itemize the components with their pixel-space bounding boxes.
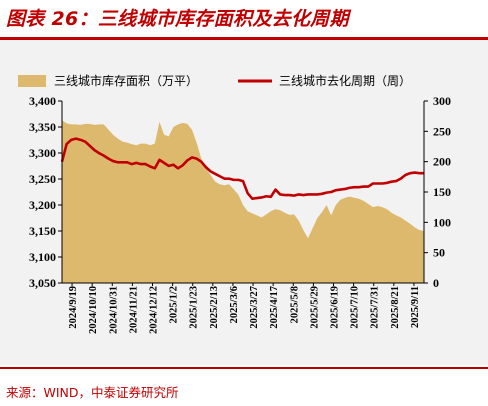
x-tick-label: 2024/10/10: [88, 286, 99, 334]
x-tick-label: 2025/1/23: [189, 286, 200, 329]
x-tick-label: 2025/6/19: [330, 286, 341, 329]
inventory-area: [62, 120, 424, 284]
left-tick-label: 3,350: [29, 120, 56, 134]
title-divider: [0, 37, 488, 40]
right-tick-label: 100: [433, 215, 451, 229]
legend-label-area: 三线城市库存面积（万平）: [54, 73, 198, 88]
x-tick-label: 2024/11/21: [128, 286, 139, 333]
right-tick-label: 0: [433, 276, 439, 290]
axes-layer: 3,050 3,100 3,150 3,200 3,250 3,300 3,350 3,400…: [29, 94, 451, 334]
x-tick-label: 2025/3/27: [249, 286, 260, 329]
destocking-line-layer: [60, 137, 424, 200]
legend: 三线城市库存面积（万平） 三线城市去化周期（周）: [18, 73, 411, 88]
right-tick-label: 150: [433, 185, 451, 199]
source-note: 来源：WIND，中泰证券研究所: [6, 385, 179, 400]
left-tick-label: 3,050: [29, 276, 56, 290]
x-tick-label: 2024/10/31: [108, 286, 119, 334]
footer-divider: [0, 367, 488, 369]
right-tick-label: 300: [433, 94, 451, 108]
chart-svg: 3,050 3,100 3,150 3,200 3,250 3,300 3,350 3,400…: [18, 73, 451, 334]
right-tick-label: 200: [433, 155, 451, 169]
x-tick-label: 2025/4/17: [269, 286, 280, 329]
left-tick-label: 3,100: [29, 250, 56, 264]
left-tick-label: 3,400: [29, 94, 56, 108]
x-tick-label: 2025/8/21: [390, 286, 401, 329]
x-tick-label: 2024/9/19: [68, 286, 79, 329]
left-tick-label: 3,300: [29, 146, 56, 160]
left-tick-label: 3,150: [29, 224, 56, 238]
x-tick-label: 2025/7/10: [350, 286, 361, 329]
x-tick-label: 2025/5/8: [289, 286, 300, 323]
x-tick-label: 2025/9/11: [410, 286, 421, 328]
x-tick-label: 2024/12/12: [149, 286, 160, 334]
x-tick-label: 2025/5/29: [309, 286, 320, 329]
x-tick-label: 2025/7/31: [370, 286, 381, 329]
left-tick-label: 3,250: [29, 172, 56, 186]
x-tick-label: 2025/1/2: [169, 286, 180, 323]
right-tick-label: 50: [433, 246, 445, 260]
legend-label-line: 三线城市去化周期（周）: [279, 73, 411, 88]
destocking-line: [60, 137, 424, 200]
x-tick-label: 2025/2/13: [209, 286, 220, 329]
left-tick-label: 3,200: [29, 198, 56, 212]
inventory-area-layer: [62, 120, 424, 284]
chart-title: 图表 26：三线城市库存面积及去化周期: [6, 8, 349, 30]
right-tick-label: 250: [433, 124, 451, 138]
x-tick-label: 2025/3/6: [229, 286, 240, 323]
legend-swatch-area: [18, 75, 46, 87]
